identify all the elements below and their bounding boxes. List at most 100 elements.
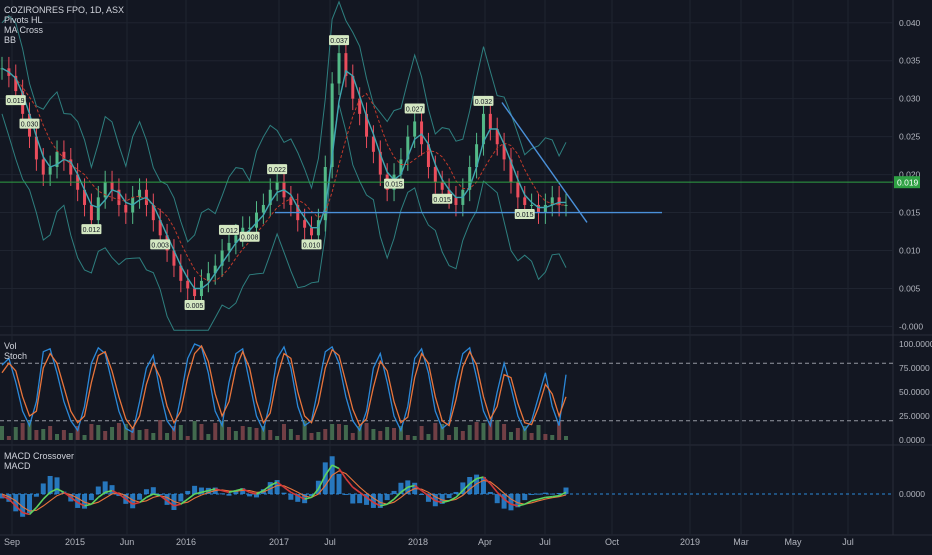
macd-histogram-bar[interactable]	[164, 494, 170, 505]
volume-bar[interactable]	[254, 428, 259, 440]
pivot-badge[interactable]	[218, 224, 239, 235]
macd-crossover-segment[interactable]	[235, 488, 243, 492]
volume-bar[interactable]	[137, 430, 142, 440]
macd-crossover-segment[interactable]	[304, 496, 312, 500]
volume-bar[interactable]	[440, 424, 445, 440]
volume-bar[interactable]	[247, 427, 252, 440]
volume-bar[interactable]	[522, 426, 527, 440]
pivot-badge[interactable]	[384, 178, 405, 189]
macd-crossover-segment[interactable]	[380, 503, 388, 507]
volume-bar[interactable]	[343, 425, 348, 440]
macd-crossover-segment[interactable]	[221, 489, 230, 494]
candle-body[interactable]	[213, 265, 217, 274]
macd-crossover-segment[interactable]	[290, 491, 299, 497]
macd-histogram-bar[interactable]	[274, 480, 280, 494]
macd-histogram-bar[interactable]	[130, 494, 136, 509]
candle-body[interactable]	[55, 151, 59, 167]
volume-bar[interactable]	[495, 420, 500, 440]
macd-histogram-bar[interactable]	[40, 483, 46, 494]
volume-bar[interactable]	[275, 436, 280, 440]
macd-crossover-segment[interactable]	[70, 496, 79, 504]
macd-histogram-bar[interactable]	[384, 494, 390, 501]
candle-body[interactable]	[241, 227, 245, 236]
candle-body[interactable]	[69, 159, 73, 175]
macd-histogram-bar[interactable]	[419, 494, 425, 495]
volume-bar[interactable]	[488, 421, 493, 440]
macd-histogram-bar[interactable]	[467, 477, 473, 494]
volume-bar[interactable]	[323, 429, 328, 440]
macd-histogram-bar[interactable]	[377, 494, 383, 508]
candle-body[interactable]	[454, 197, 458, 205]
volume-bar[interactable]	[557, 421, 562, 440]
volume-bar[interactable]	[82, 435, 87, 440]
macd-crossover-segment[interactable]	[496, 491, 505, 500]
candle-body[interactable]	[371, 136, 375, 152]
macd-pane[interactable]	[0, 456, 893, 517]
candle-body[interactable]	[14, 75, 18, 92]
macd-crossover-segment[interactable]	[262, 484, 271, 492]
macd-crossover-segment[interactable]	[256, 489, 264, 495]
volume-bar[interactable]	[20, 423, 25, 440]
volume-bar[interactable]	[27, 421, 32, 440]
macd-histogram-bar[interactable]	[192, 485, 198, 494]
ma-slow-line[interactable]	[1, 67, 566, 282]
indicator-vol[interactable]: Vol	[4, 341, 17, 351]
macd-histogram-bar[interactable]	[364, 494, 370, 505]
macd-histogram-bar[interactable]	[288, 494, 294, 500]
candle-body[interactable]	[110, 182, 114, 190]
macd-histogram-bar[interactable]	[535, 493, 541, 495]
macd-histogram-bar[interactable]	[185, 490, 191, 494]
indicator-stoch[interactable]: Stoch	[4, 351, 28, 361]
macd-crossover-segment[interactable]	[215, 488, 223, 492]
macd-crossover-segment[interactable]	[448, 496, 457, 502]
candle-body[interactable]	[433, 167, 437, 183]
macd-histogram-bar[interactable]	[137, 494, 143, 500]
macd-histogram-bar[interactable]	[281, 492, 287, 494]
macd-crossover-segment[interactable]	[8, 498, 17, 507]
volume-bar[interactable]	[309, 433, 314, 440]
candle-body[interactable]	[468, 167, 472, 190]
macd-crossover-segment[interactable]	[166, 500, 175, 507]
macd-crossover-segment[interactable]	[421, 489, 429, 497]
candle-body[interactable]	[564, 204, 568, 206]
macd-crossover-segment[interactable]	[345, 478, 354, 488]
macd-histogram-bar[interactable]	[487, 491, 493, 494]
candle-body[interactable]	[530, 204, 534, 206]
symbol-title[interactable]: COZIRONRES FPO, 1D, ASX	[4, 5, 125, 15]
pivot-badge[interactable]	[329, 35, 350, 46]
macd-crossover-segment[interactable]	[545, 495, 553, 499]
macd-crossover-segment[interactable]	[42, 491, 51, 500]
volume-bar[interactable]	[213, 423, 218, 440]
macd-histogram-bar[interactable]	[150, 487, 156, 494]
volume-bar[interactable]	[158, 420, 163, 440]
candle-body[interactable]	[62, 151, 66, 160]
macd-crossover-segment[interactable]	[338, 468, 347, 480]
macd-histogram-bar[interactable]	[336, 473, 342, 494]
volume-bar[interactable]	[144, 429, 149, 440]
macd-crossover-segment[interactable]	[125, 498, 134, 505]
macd-histogram-bar[interactable]	[309, 494, 315, 497]
macd-crossover-segment[interactable]	[283, 486, 292, 493]
macd-histogram-bar[interactable]	[446, 494, 452, 499]
macd-crossover-segment[interactable]	[97, 491, 106, 499]
candle-body[interactable]	[509, 159, 513, 183]
macd-crossover-segment[interactable]	[77, 501, 85, 507]
candle-body[interactable]	[365, 113, 369, 137]
candle-body[interactable]	[406, 136, 410, 160]
macd-histogram-bar[interactable]	[501, 494, 507, 509]
pivot-badge[interactable]	[404, 103, 425, 114]
bollinger-lower[interactable]	[1, 104, 567, 331]
volume-bar[interactable]	[6, 436, 11, 440]
stoch-k-line[interactable]	[1, 343, 567, 434]
pivot-badge[interactable]	[150, 239, 171, 250]
volume-bar[interactable]	[398, 426, 403, 440]
volume-bar[interactable]	[61, 430, 66, 440]
volume-bar[interactable]	[536, 425, 541, 440]
pivot-badge[interactable]	[267, 164, 288, 175]
macd-signal-line[interactable]	[1, 470, 567, 512]
volume-bar[interactable]	[240, 426, 245, 440]
macd-crossover-segment[interactable]	[1, 494, 10, 500]
macd-crossover-segment[interactable]	[249, 491, 257, 495]
candle-body[interactable]	[206, 273, 210, 281]
volume-bar[interactable]	[55, 434, 60, 440]
